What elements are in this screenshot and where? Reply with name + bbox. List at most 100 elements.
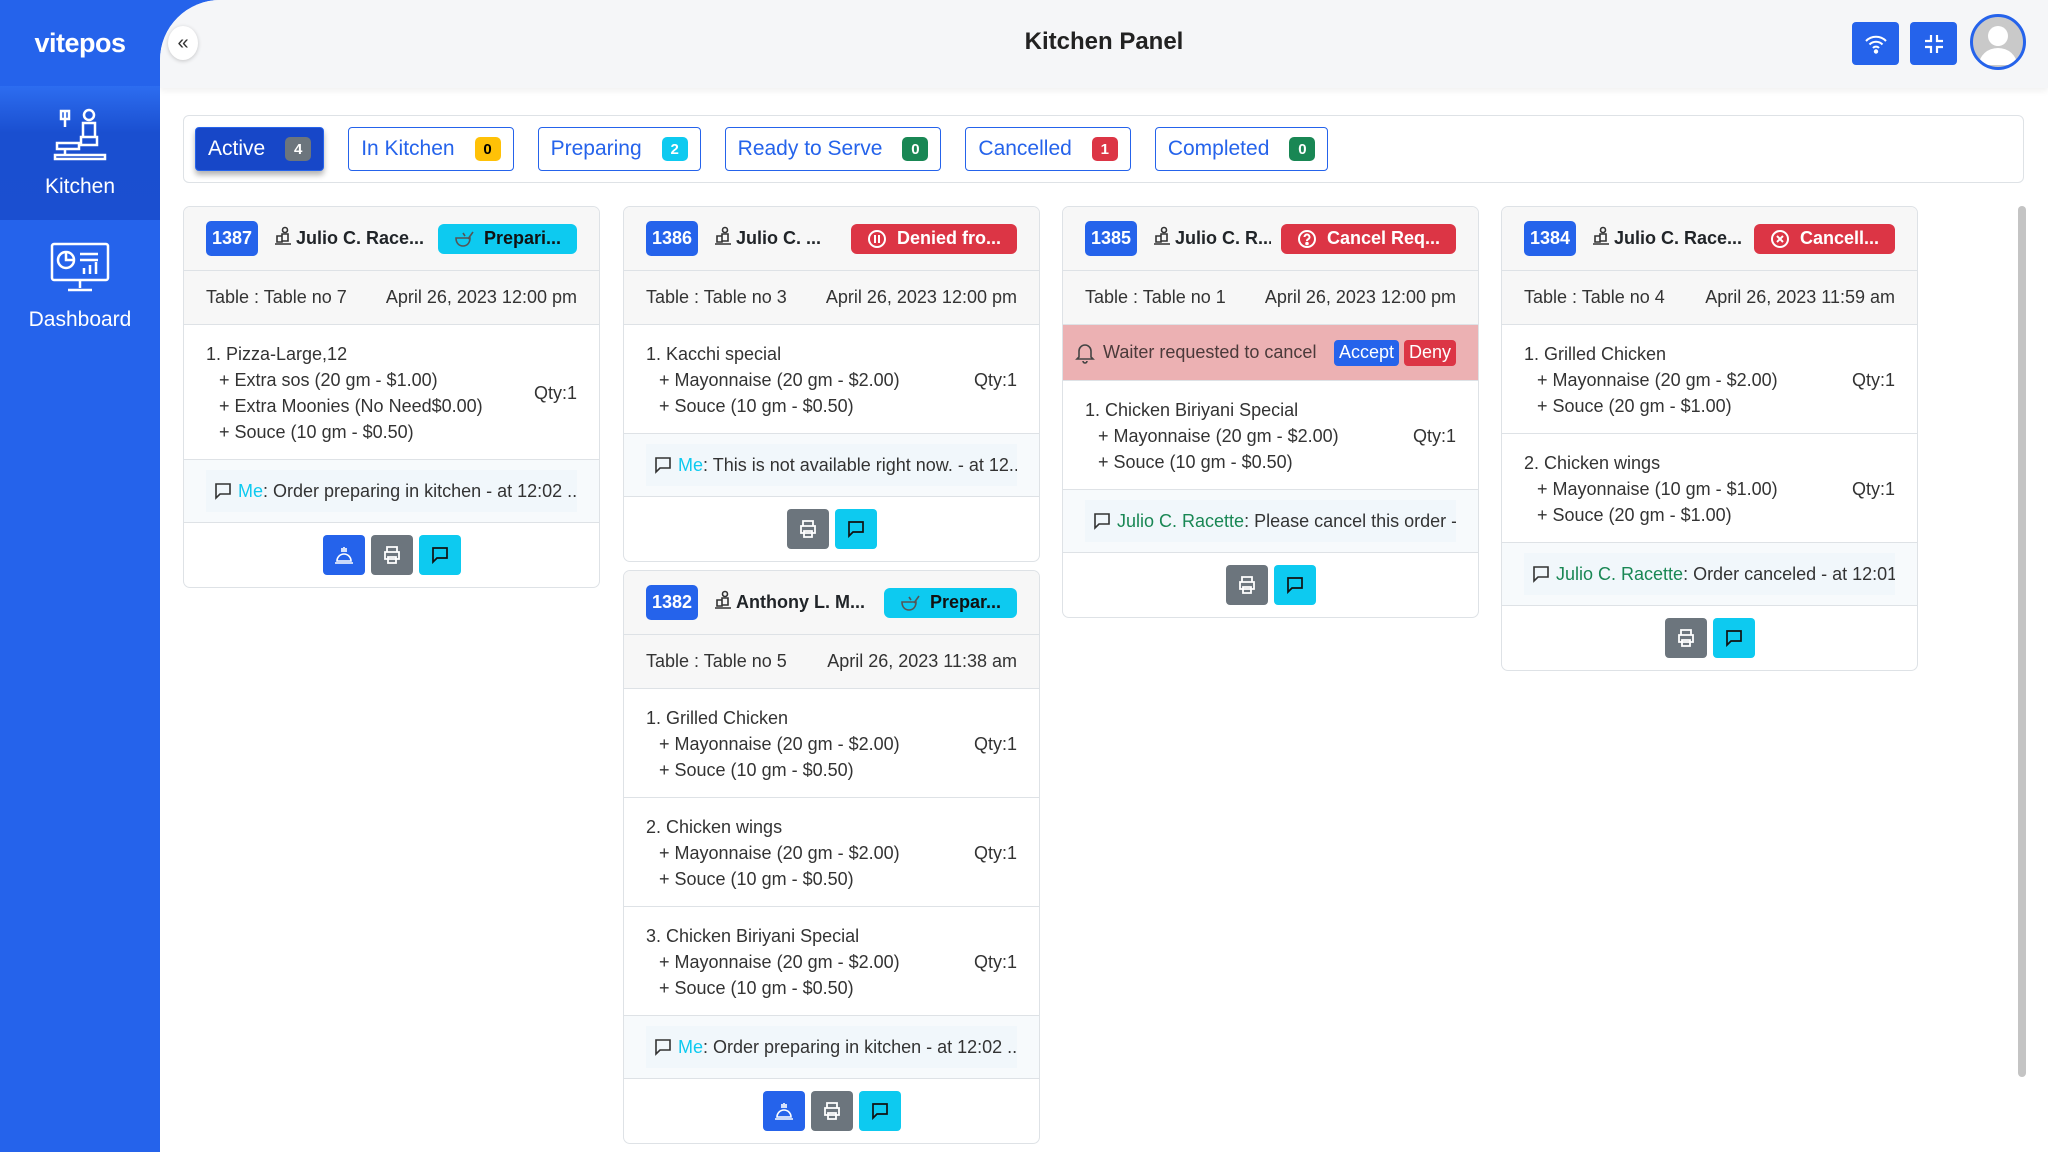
item-modifier: + Mayonnaise (20 gm - $2.00) <box>659 370 900 390</box>
table-label: Table : Table no 4 <box>1524 287 1665 307</box>
comment-author: Me <box>678 454 704 475</box>
item-modifier: + Mayonnaise (20 gm - $2.00) <box>659 843 900 863</box>
print-button[interactable] <box>810 1091 853 1131</box>
order-info: Table : Table no 4 April 26, 2023 11:59 a… <box>1502 271 1917 325</box>
serving-dish-icon <box>774 1100 794 1122</box>
item-modifier: + Mayonnaise (20 gm - $2.00) <box>659 734 900 754</box>
serve-button[interactable] <box>762 1091 805 1131</box>
order-item: 1. Kacchi special + Mayonnaise (20 gm - $… <box>624 325 1039 434</box>
tab-ready-to-serve[interactable]: Ready to Serve 0 <box>724 127 942 171</box>
status-badge[interactable]: Cancel Req... <box>1280 223 1456 254</box>
item-qty: Qty:1 <box>1851 370 1895 390</box>
print-button[interactable] <box>1225 565 1268 605</box>
item-modifier: + Souce (10 gm - $0.50) <box>659 869 854 889</box>
print-button[interactable] <box>1664 618 1707 658</box>
waiter-icon <box>1153 226 1171 251</box>
question-circle-icon <box>1297 229 1317 249</box>
chat-icon <box>431 546 449 564</box>
deny-button[interactable]: Deny <box>1403 339 1456 366</box>
order-card: 1387 Julio C. Race... Prepari... Table : Ta… <box>183 206 600 588</box>
accept-button[interactable]: Accept <box>1333 339 1399 366</box>
customer-name-text: Julio C. ... <box>736 228 822 248</box>
printer-icon <box>382 545 402 565</box>
order-id-badge: 1382 <box>646 585 698 620</box>
chat-button[interactable] <box>1712 618 1755 658</box>
table-label: Table : Table no 3 <box>646 287 787 307</box>
comment-line: Me : Order preparing in kitchen - at 12:… <box>646 1026 1017 1068</box>
status-badge[interactable]: Prepar... <box>883 587 1017 618</box>
serving-dish-icon <box>334 544 354 566</box>
scrollbar[interactable] <box>2018 206 2026 1077</box>
count-badge: 0 <box>474 137 501 161</box>
double-chevron-left-icon[interactable]: « <box>168 26 198 60</box>
item-qty: Qty:1 <box>1851 479 1895 499</box>
count-badge: 2 <box>661 137 688 161</box>
user-avatar-icon[interactable] <box>1970 14 2026 70</box>
order-item: 1. Grilled Chicken + Mayonnaise (20 gm - … <box>1502 325 1917 434</box>
comment-author: Me <box>678 1036 704 1057</box>
customer-name: Julio C. Race... <box>268 226 428 251</box>
bell-icon <box>1075 342 1095 364</box>
printer-icon <box>822 1101 842 1121</box>
chat-button[interactable] <box>1273 565 1316 605</box>
waiter-icon <box>1592 226 1610 251</box>
status-badge[interactable]: Cancell... <box>1753 223 1895 254</box>
order-comment: Julio C. Racette : Order canceled - at 1… <box>1502 543 1917 606</box>
serve-button[interactable] <box>322 535 365 575</box>
item-qty: Qty:1 <box>533 383 577 403</box>
print-button[interactable] <box>786 509 829 549</box>
chat-button[interactable] <box>418 535 461 575</box>
item-modifier: + Mayonnaise (20 gm - $2.00) <box>1537 370 1778 390</box>
item-modifier: + Extra Moonies (No Need$0.00) <box>219 396 483 416</box>
status-badge[interactable]: Denied fro... <box>850 223 1017 254</box>
tab-label: Ready to Serve <box>737 137 883 160</box>
tab-completed[interactable]: Completed 0 <box>1154 127 1329 171</box>
sidebar-item-dashboard[interactable]: Dashboard <box>0 220 160 354</box>
order-item: 2. Chicken wings + Mayonnaise (10 gm - $1… <box>1502 434 1917 543</box>
order-id-badge: 1386 <box>646 221 698 256</box>
waiter-icon <box>274 226 292 251</box>
comment-line: Julio C. Racette : Order canceled - at 1… <box>1524 553 1895 595</box>
wifi-button[interactable] <box>1852 22 1899 65</box>
order-item: 1. Grilled Chicken + Mayonnaise (20 gm - … <box>624 689 1039 798</box>
item-modifier: + Souce (10 gm - $0.50) <box>1098 452 1293 472</box>
order-actions <box>184 523 599 587</box>
order-info: Table : Table no 7 April 26, 2023 12:00 p… <box>184 271 599 325</box>
printer-icon <box>798 519 818 539</box>
status-label: Denied fro... <box>896 228 1001 248</box>
cancel-request-alert: Waiter requested to cancel Accept Deny <box>1063 325 1478 381</box>
preparing-icon <box>454 230 474 248</box>
waiter-icon <box>714 590 732 615</box>
tab-in-kitchen[interactable]: In Kitchen 0 <box>348 127 514 171</box>
sidebar-item-label: Dashboard <box>28 308 132 331</box>
tab-preparing[interactable]: Preparing 2 <box>537 127 701 171</box>
item-modifier: + Souce (10 gm - $0.50) <box>659 760 854 780</box>
tab-label: Preparing <box>550 137 642 160</box>
table-label: Table : Table no 5 <box>646 651 787 671</box>
order-card-header: 1386 Julio C. ... Denied fro... <box>624 207 1039 271</box>
sidebar-item-label: Kitchen <box>44 175 116 198</box>
item-modifier: + Souce (20 gm - $1.00) <box>1537 396 1732 416</box>
item-qty: Qty:1 <box>973 952 1017 972</box>
fullscreen-exit-icon <box>1924 34 1943 53</box>
tab-active[interactable]: Active 4 <box>195 127 325 171</box>
item-modifier: + Souce (10 gm - $0.50) <box>219 422 414 442</box>
sidebar-item-kitchen[interactable]: Kitchen <box>0 86 160 220</box>
tab-cancelled[interactable]: Cancelled 1 <box>965 127 1131 171</box>
dashboard-monitor-icon <box>50 242 110 300</box>
order-card: 1385 Julio C. R... Cancel Req... Table : Ta… <box>1062 206 1479 618</box>
pause-circle-icon <box>867 229 887 249</box>
print-button[interactable] <box>370 535 413 575</box>
table-label: Table : Table no 1 <box>1085 287 1226 307</box>
order-comment: Me : Order preparing in kitchen - at 12:… <box>184 460 599 523</box>
chat-icon <box>871 1102 889 1120</box>
chat-button[interactable] <box>858 1091 901 1131</box>
order-comment: Me : This is not available right now. - … <box>624 434 1039 497</box>
chat-button[interactable] <box>834 509 877 549</box>
fullscreen-exit-button[interactable] <box>1910 22 1957 65</box>
status-badge[interactable]: Prepari... <box>437 223 577 254</box>
chat-icon <box>1725 629 1743 647</box>
tab-label: Completed <box>1167 137 1270 160</box>
order-date: April 26, 2023 11:38 am <box>827 651 1017 671</box>
order-item: 1. Chicken Biriyani Special + Mayonnaise … <box>1063 381 1478 490</box>
